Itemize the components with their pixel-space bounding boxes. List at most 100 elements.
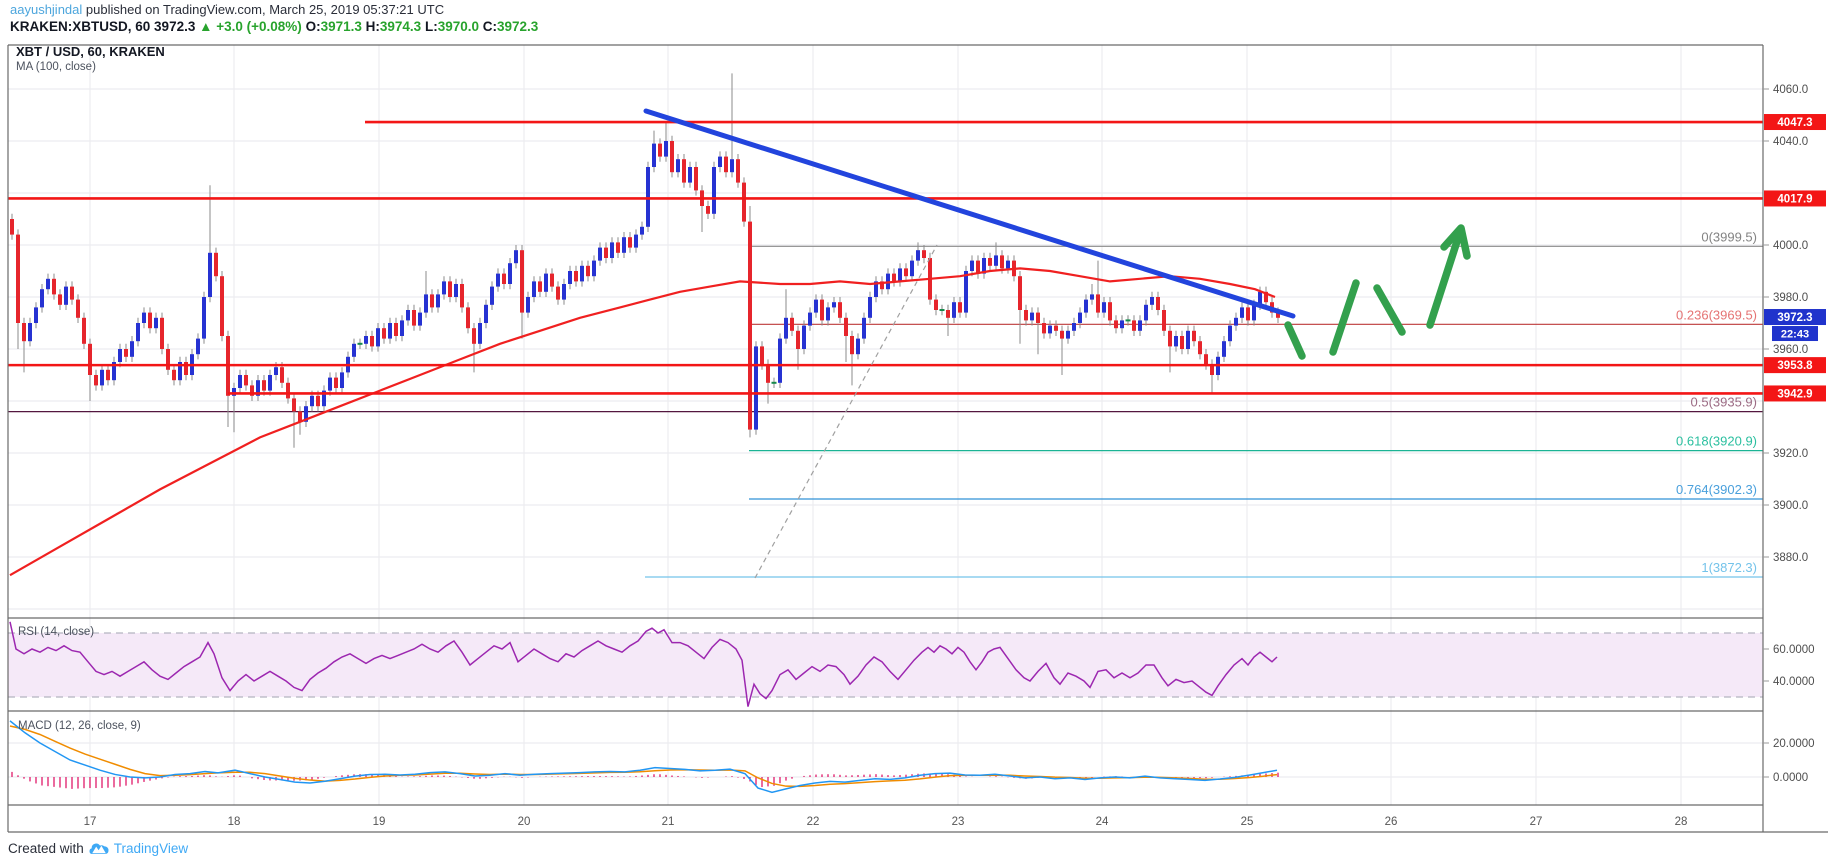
candle xyxy=(544,268,548,297)
candle xyxy=(1066,325,1070,344)
candle xyxy=(448,276,452,303)
open-label: O: xyxy=(305,19,321,34)
sr-lines[interactable] xyxy=(8,120,1763,395)
candle xyxy=(694,161,698,196)
candle xyxy=(1072,317,1076,336)
candle xyxy=(1042,317,1046,339)
candle xyxy=(94,369,98,391)
candle xyxy=(40,284,44,313)
candle xyxy=(664,122,668,162)
candle xyxy=(334,372,338,394)
candle xyxy=(898,263,902,287)
candle xyxy=(1048,320,1052,339)
tradingview-logo-icon xyxy=(89,843,109,854)
svg-text:4040.0: 4040.0 xyxy=(1773,136,1808,148)
time-axis-label: 19 xyxy=(373,816,386,828)
tradingview-brand-link[interactable]: TradingView xyxy=(113,841,189,856)
candle xyxy=(514,245,518,269)
candle xyxy=(892,268,896,287)
candle xyxy=(538,276,542,297)
candle xyxy=(1036,307,1040,355)
candle xyxy=(112,356,116,386)
candle xyxy=(778,333,782,388)
candle xyxy=(1192,325,1196,347)
fib-baseline-dashed[interactable] xyxy=(754,244,938,579)
candle xyxy=(136,317,140,347)
candle xyxy=(196,333,200,360)
candle xyxy=(214,247,218,282)
candle xyxy=(22,317,26,373)
author-link[interactable]: aayushjindal xyxy=(10,2,83,17)
candle xyxy=(964,265,968,318)
rsi-line xyxy=(9,621,1278,707)
candle xyxy=(868,291,872,323)
candle xyxy=(700,185,704,232)
candle xyxy=(394,317,398,342)
candle xyxy=(826,302,830,326)
time-axis-label: 17 xyxy=(84,816,97,828)
candle xyxy=(598,242,602,266)
open-value: 3971.3 xyxy=(320,19,362,34)
candle xyxy=(1138,315,1142,336)
candle xyxy=(982,252,986,279)
svg-text:22:43: 22:43 xyxy=(1781,329,1809,341)
created-with-text: Created with xyxy=(8,841,84,856)
candle xyxy=(1264,286,1268,308)
candle xyxy=(442,276,446,300)
candle xyxy=(946,304,950,336)
candle xyxy=(814,294,818,318)
candle xyxy=(357,338,363,349)
candle xyxy=(256,375,260,401)
time-axis-label: 21 xyxy=(662,816,675,828)
candle xyxy=(304,401,308,427)
candle xyxy=(154,312,158,334)
candle xyxy=(586,260,590,282)
candle xyxy=(916,242,920,266)
candle xyxy=(1174,330,1178,352)
candle xyxy=(574,265,578,287)
candle xyxy=(994,242,998,271)
low-label: L: xyxy=(424,19,438,34)
time-axis-label: 26 xyxy=(1385,816,1398,828)
candle xyxy=(862,312,866,344)
fib-retracement[interactable]: 0(3999.5) 0.236(3969.5) 0.5(3935.9) 0.618(3… xyxy=(8,229,1763,578)
byline: aayushjindal published on TradingView.co… xyxy=(10,2,444,17)
candle xyxy=(676,154,680,178)
candle xyxy=(1084,294,1088,318)
candle xyxy=(82,312,86,349)
candle xyxy=(988,252,992,271)
candle xyxy=(1006,255,1010,274)
fib-label: 0.764(3902.3) xyxy=(1676,482,1757,497)
price-axis[interactable]: 4060.0 4040.0 4000.0 3980.0 3960.0 3920.0 3900… xyxy=(1763,84,1826,784)
candle xyxy=(646,161,650,232)
candle xyxy=(742,177,746,227)
candle xyxy=(382,323,386,344)
macd-series xyxy=(9,720,1279,794)
time-axis-label: 28 xyxy=(1675,816,1688,828)
candle xyxy=(52,273,56,300)
candle xyxy=(520,245,524,339)
candle xyxy=(850,330,854,386)
svg-text:60.0000: 60.0000 xyxy=(1773,644,1815,656)
time-axis-label: 25 xyxy=(1241,816,1254,828)
green-arrow-drawing[interactable] xyxy=(1284,224,1471,360)
candle xyxy=(1102,297,1106,318)
candle xyxy=(166,343,170,375)
candle xyxy=(58,289,62,310)
candle xyxy=(808,307,812,331)
fib-label: 0(3999.5) xyxy=(1701,229,1757,244)
candle xyxy=(400,315,404,342)
time-axis[interactable]: 17 18 19 20 21 22 23 24 25 26 27 28 xyxy=(84,816,1688,828)
svg-text:0.0000: 0.0000 xyxy=(1773,772,1808,784)
candle xyxy=(640,221,644,240)
svg-text:3942.9: 3942.9 xyxy=(1777,388,1812,400)
candle xyxy=(292,393,296,448)
fib-label: 0.5(3935.9) xyxy=(1691,395,1758,410)
trendline-drawing[interactable] xyxy=(643,108,1296,319)
candle xyxy=(1150,291,1154,310)
candle xyxy=(556,281,560,305)
candle xyxy=(736,154,740,188)
candle xyxy=(1240,302,1244,323)
